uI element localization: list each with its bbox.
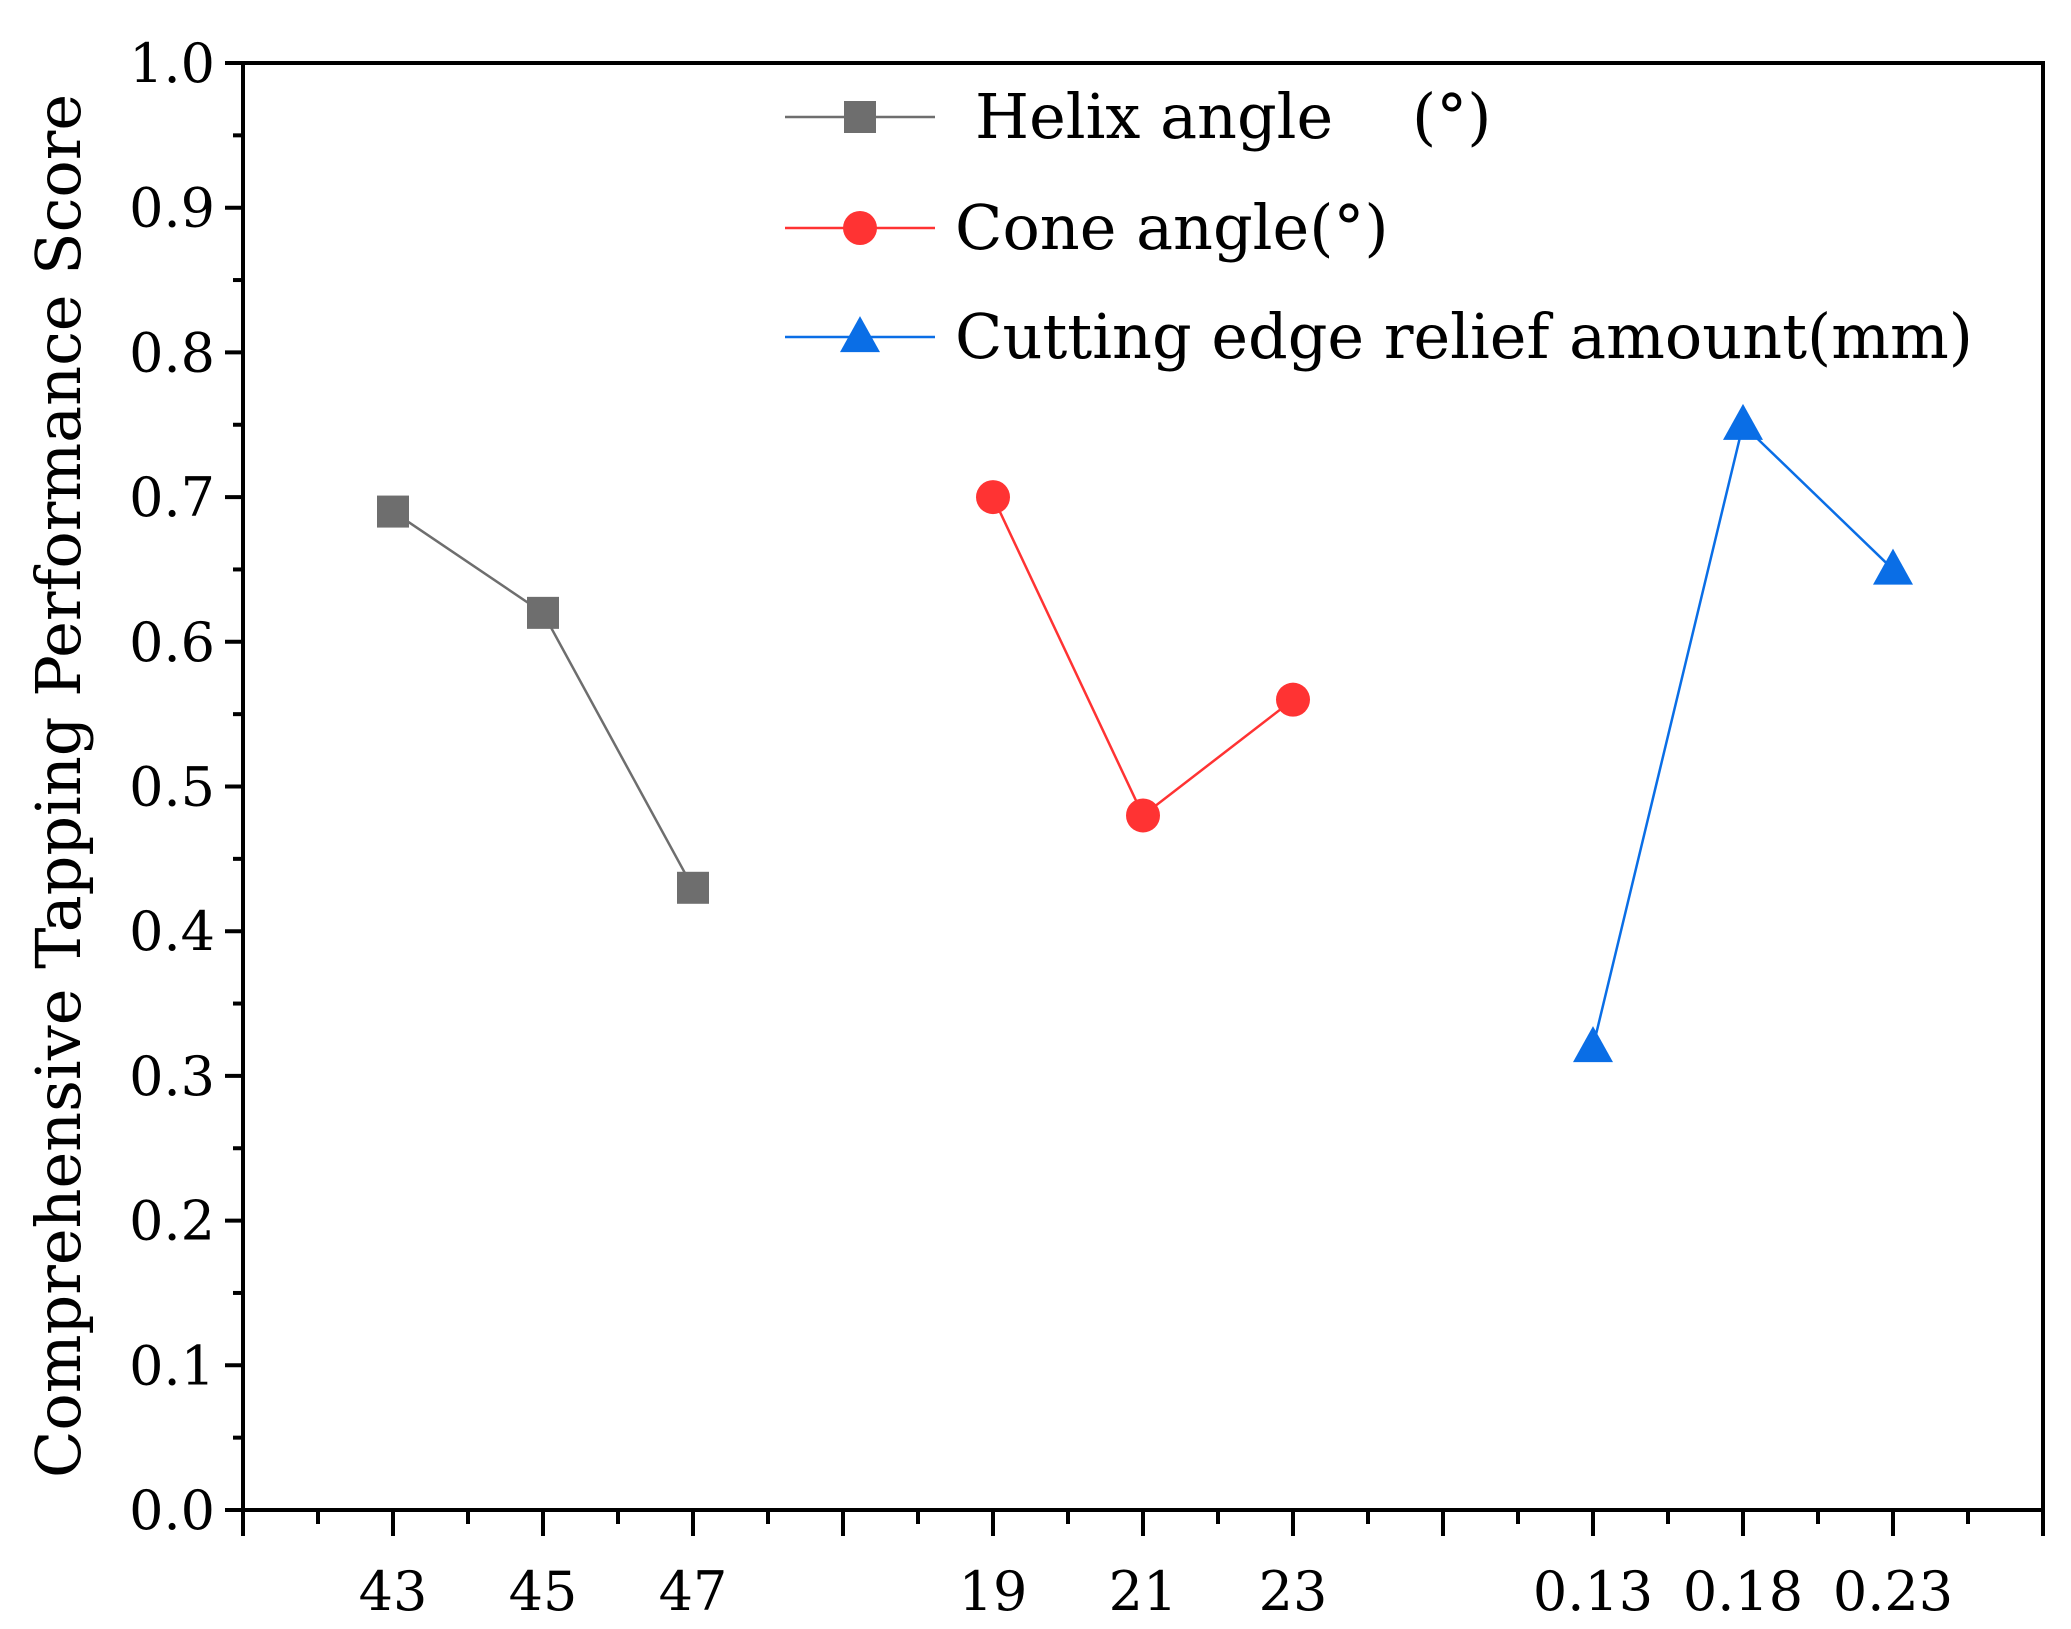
x-axis-ticks: 43 45 47 19 21 23 0.13 0.18 0.23 [241, 1510, 2045, 1623]
y-tick-label: 0.3 [129, 1045, 215, 1108]
plot-area [243, 63, 2043, 1510]
x-tick-label: 43 [359, 1560, 428, 1623]
x-tick-label: 47 [659, 1560, 728, 1623]
y-tick-label: 0.1 [129, 1334, 215, 1397]
data-point-triangle-marker [1873, 548, 1913, 585]
x-tick-label: 19 [959, 1560, 1028, 1623]
y-tick-label: 0.6 [129, 611, 215, 674]
data-point-square-marker [677, 871, 709, 904]
data-point-square-marker [527, 596, 559, 629]
y-tick-label: 0.8 [129, 321, 215, 384]
x-tick-label: 21 [1109, 1560, 1178, 1623]
x-tick-label: 0.18 [1683, 1560, 1803, 1623]
legend-triangle-marker [840, 316, 880, 353]
legend-label: Helix angle (°) [975, 80, 1491, 153]
y-tick-label: 0.5 [129, 756, 215, 819]
y-tick-label: 1.0 [129, 32, 215, 95]
y-axis-title: Comprehensive Tapping Performance Score [22, 94, 95, 1478]
y-tick-label: 0.4 [129, 900, 215, 963]
data-point-triangle-marker [1723, 403, 1763, 440]
x-tick-label: 23 [1259, 1560, 1328, 1623]
y-tick-label: 0.7 [129, 466, 215, 529]
legend-square-marker [844, 101, 876, 133]
plot-frame [241, 61, 2045, 1512]
data-point-triangle-marker [1573, 1026, 1613, 1063]
legend-circle-marker [843, 211, 877, 245]
x-tick-label: 0.13 [1533, 1560, 1653, 1623]
data-point-square-marker [377, 495, 409, 528]
data-point-circle-marker [976, 480, 1010, 515]
x-tick-label: 0.23 [1833, 1560, 1953, 1623]
data-point-circle-marker [1276, 682, 1310, 717]
y-tick-label: 0.9 [129, 177, 215, 240]
legend-label: Cutting edge relief amount(mm) [955, 300, 1973, 373]
y-axis-ticks: 0.0 0.1 0.2 0.3 0.4 0.5 0.6 0.7 0.8 0.9 1.0 [129, 32, 243, 1542]
series-markers [377, 403, 1913, 1063]
y-tick-label: 0.0 [129, 1479, 215, 1542]
legend: Helix angle (°) Cone angle(°) Cutting edge… [785, 80, 1973, 373]
y-tick-label: 0.2 [129, 1190, 215, 1253]
legend-label: Cone angle(°) [955, 191, 1389, 264]
x-tick-label: 45 [509, 1560, 578, 1623]
data-point-circle-marker [1126, 798, 1160, 833]
